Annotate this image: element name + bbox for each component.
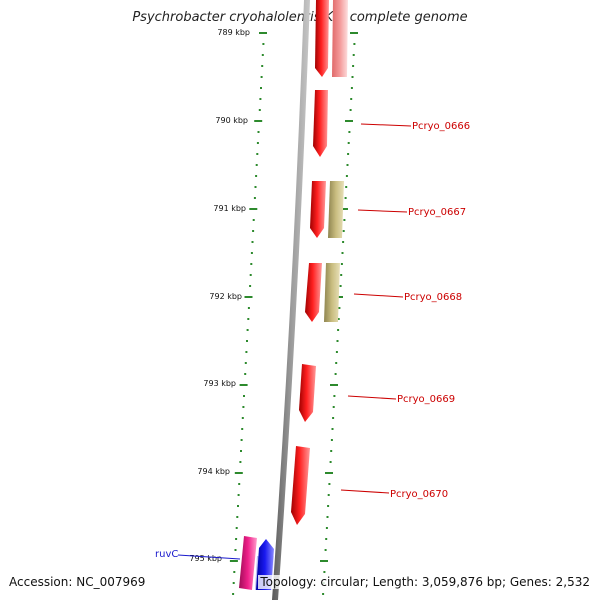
scale-tick-label: 789 kbp bbox=[217, 28, 250, 37]
scale-tick-label: 792 kbp bbox=[209, 292, 242, 301]
gene-arrow[interactable] bbox=[315, 0, 329, 77]
genome-summary-text: Topology: circular; Length: 3,059,876 bp… bbox=[258, 575, 590, 589]
gene-arrow[interactable] bbox=[328, 181, 344, 238]
gene-label-pcryo-0667[interactable]: Pcryo_0667 bbox=[408, 207, 466, 218]
outer-scale-ruler bbox=[320, 32, 358, 595]
chromosome-backbone bbox=[272, 0, 310, 600]
gene-arrow[interactable] bbox=[313, 90, 328, 157]
gene-label-pcryo-0666[interactable]: Pcryo_0666 bbox=[412, 121, 470, 132]
gene-label-leader bbox=[177, 554, 241, 560]
gene-arrow[interactable] bbox=[239, 536, 257, 590]
gene-arrow[interactable] bbox=[324, 263, 340, 322]
scale-tick-label: 790 kbp bbox=[215, 116, 248, 125]
accession-text: Accession: NC_007969 bbox=[9, 575, 148, 589]
gene-label-pcryo-0670[interactable]: Pcryo_0670 bbox=[390, 489, 448, 500]
gene-arrow[interactable] bbox=[310, 181, 326, 238]
gene-label-leader bbox=[357, 209, 408, 213]
gene-label-ruvc[interactable]: ruvC bbox=[155, 549, 178, 560]
scale-ruler bbox=[229, 32, 267, 595]
gene-label-pcryo-0668[interactable]: Pcryo_0668 bbox=[404, 292, 462, 303]
gene-arrow[interactable] bbox=[332, 0, 348, 77]
scale-tick-label: 793 kbp bbox=[203, 379, 236, 388]
gene-label-leader bbox=[347, 395, 397, 400]
scale-tick-label: 794 kbp bbox=[197, 467, 230, 476]
gene-label-leader bbox=[360, 123, 412, 127]
genome-title: Psychrobacter cryohalolentis K5, complet… bbox=[132, 10, 468, 25]
scale-tick-label: 795 kbp bbox=[189, 554, 222, 563]
gene-arrow[interactable] bbox=[305, 263, 322, 322]
scale-tick-label: 791 kbp bbox=[213, 204, 246, 213]
gene-label-leader bbox=[353, 293, 404, 298]
gene-label-pcryo-0669[interactable]: Pcryo_0669 bbox=[397, 394, 455, 405]
gene-label-leader bbox=[340, 489, 390, 494]
gene-arrow[interactable] bbox=[291, 446, 310, 525]
gene-arrow[interactable] bbox=[299, 364, 316, 422]
